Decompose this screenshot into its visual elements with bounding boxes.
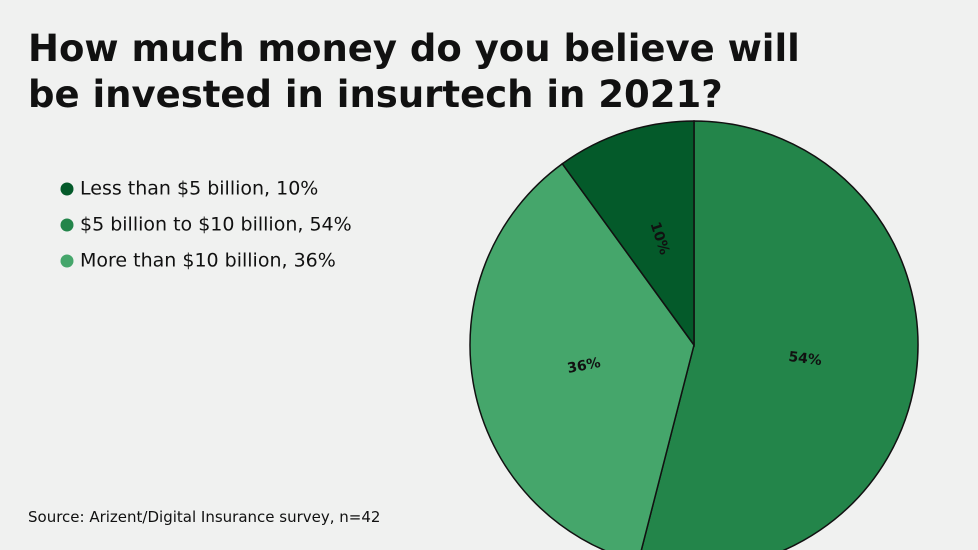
legend-swatch [60, 182, 74, 196]
legend-swatch [60, 218, 74, 232]
pie-slice [469, 162, 695, 550]
legend-label: Less than $5 billion, 10% [80, 178, 318, 200]
legend-label: $5 billion to $10 billion, 54% [80, 214, 352, 236]
legend-label: More than $10 billion, 36% [80, 250, 336, 272]
legend-swatch [60, 254, 74, 268]
data-label: 54% [787, 349, 822, 369]
chart-title: How much money do you believe will be in… [28, 27, 800, 116]
source-note: Source: Arizent/Digital Insurance survey… [28, 508, 381, 526]
pie-slice [561, 120, 695, 348]
data-label: 36% [566, 355, 602, 377]
pie-slice [640, 120, 919, 550]
